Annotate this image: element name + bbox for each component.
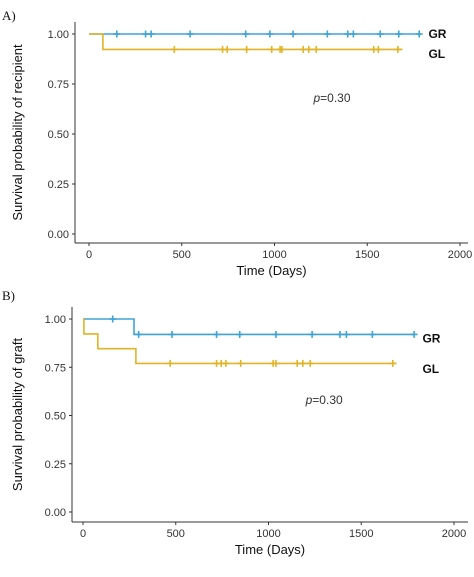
censor-mark — [237, 359, 245, 367]
censor-mark — [222, 359, 230, 367]
panel-a: A) 0.00 0.25 0.50 0.75 1.00 0 500 1000 1500 2000 Ti… — [2, 8, 472, 278]
p-symbol: p — [312, 91, 320, 105]
censor-mark — [166, 359, 174, 367]
censor-mark — [243, 45, 251, 53]
x-tick-label: 1500 — [349, 528, 373, 540]
panel-label: A) — [2, 8, 16, 23]
censor-mark — [305, 45, 313, 53]
y-axis-title: Survival probability of graft — [10, 338, 25, 492]
censor-mark — [266, 30, 274, 38]
censor-mark — [186, 30, 194, 38]
p-value-annotation: p=0.30 — [312, 91, 350, 105]
censor-mark — [242, 30, 250, 38]
y-tick-label: 0.25 — [48, 179, 69, 191]
censor-mark — [394, 45, 402, 53]
censor-mark — [272, 359, 280, 367]
censor-mark — [342, 330, 350, 338]
x-tick-label: 2000 — [448, 249, 472, 261]
censor-mark — [236, 330, 244, 338]
p-value: =0.30 — [312, 393, 343, 407]
censor-mark — [268, 45, 276, 53]
y-axis-title: Survival probability of recipient — [10, 44, 25, 221]
censor-mark — [368, 330, 376, 338]
censor-mark — [289, 30, 297, 38]
x-tick-label: 0 — [80, 528, 86, 540]
panel-b: B) 0.00 0.25 0.50 0.75 1.00 0 500 1000 1500 2000 Ti… — [2, 288, 468, 557]
x-tick-label: 500 — [167, 528, 185, 540]
y-tick-label: 1.00 — [45, 314, 66, 326]
y-tick-label: 0.75 — [48, 79, 69, 91]
censor-mark — [323, 30, 331, 38]
censor-mark — [109, 315, 117, 323]
p-symbol: p — [305, 393, 313, 407]
censor-mark — [415, 30, 423, 38]
censor-mark — [306, 359, 314, 367]
x-tick-label: 2000 — [442, 528, 466, 540]
censor-mark — [308, 330, 316, 338]
censor-mark — [213, 330, 221, 338]
censor-mark — [395, 30, 403, 38]
censor-mark — [312, 45, 320, 53]
censor-mark — [374, 45, 382, 53]
censor-mark — [272, 330, 280, 338]
y-tick-label: 0.50 — [48, 129, 69, 141]
series-line-gl — [89, 33, 403, 51]
x-axis-title: Time (Days) — [236, 263, 306, 278]
y-tick-label: 1.00 — [48, 29, 69, 41]
x-axis-title: Time (Days) — [235, 542, 305, 557]
y-tick-label: 0.00 — [45, 507, 66, 519]
p-value-annotation: p=0.30 — [305, 393, 343, 407]
x-tick-label: 0 — [86, 249, 92, 261]
series-label-gl: GL — [422, 362, 439, 376]
censor-mark — [410, 330, 418, 338]
panel-label: B) — [2, 288, 15, 303]
series-label-gl: GL — [428, 47, 445, 61]
x-tick-label: 1000 — [256, 528, 280, 540]
censor-mark — [170, 45, 178, 53]
x-tick-label: 500 — [173, 249, 191, 261]
series-line-gr — [83, 318, 415, 336]
series-gl: GL — [83, 318, 439, 376]
series-gr: GR — [83, 315, 441, 345]
y-tick-label: 0.00 — [48, 229, 69, 241]
series-line-gl — [83, 318, 397, 365]
x-tick-label: 1500 — [355, 249, 379, 261]
series-label-gr: GR — [428, 27, 446, 41]
censor-mark — [278, 45, 286, 53]
censor-mark — [168, 330, 176, 338]
censor-mark — [299, 359, 307, 367]
censor-mark — [336, 330, 344, 338]
censor-mark — [376, 30, 384, 38]
censor-mark — [113, 30, 121, 38]
censor-mark — [147, 30, 155, 38]
censor-mark — [223, 45, 231, 53]
series-gr: GR — [89, 27, 447, 41]
censor-mark — [349, 30, 357, 38]
y-tick-label: 0.50 — [45, 411, 66, 423]
y-tick-label: 0.25 — [45, 459, 66, 471]
censor-mark — [389, 359, 397, 367]
series-label-gr: GR — [422, 331, 440, 345]
censor-mark — [135, 330, 143, 338]
series-gl: GL — [89, 33, 445, 61]
x-tick-label: 1000 — [262, 249, 286, 261]
p-value: =0.30 — [320, 91, 351, 105]
y-tick-label: 0.75 — [45, 362, 66, 374]
